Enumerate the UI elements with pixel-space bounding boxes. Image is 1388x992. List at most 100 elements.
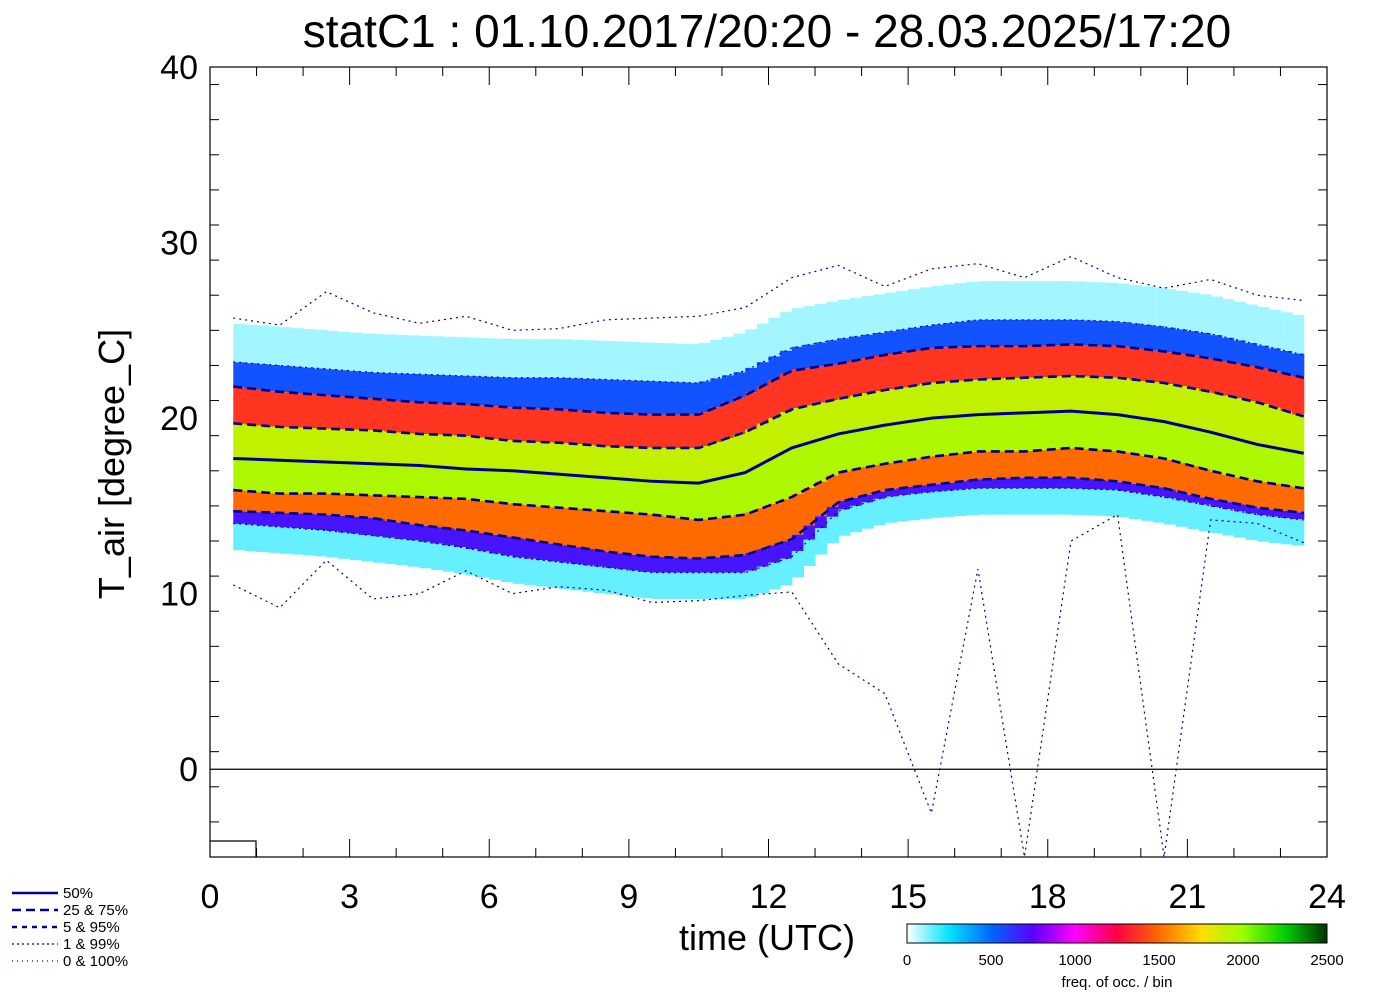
x-tick-label: 15	[889, 878, 927, 916]
heat-cell	[582, 378, 595, 412]
heat-cell	[337, 429, 351, 463]
heat-cell	[896, 352, 909, 388]
heat-cell	[1164, 460, 1177, 490]
heat-cell	[431, 543, 444, 570]
heat-cell	[326, 428, 339, 463]
heat-cell	[1024, 412, 1037, 452]
heat-cell	[547, 507, 560, 544]
heat-cell	[268, 460, 281, 494]
heat-cell	[1012, 413, 1026, 452]
heat-cell	[628, 479, 642, 514]
heat-cell	[943, 381, 956, 417]
heat-cell	[535, 442, 549, 473]
heat-cell	[1024, 345, 1037, 378]
heat-cell	[1071, 376, 1084, 412]
heat-cell	[989, 451, 1002, 479]
series-p1-line	[233, 487, 1304, 574]
heat-cell	[1129, 348, 1142, 380]
heat-cell	[1001, 319, 1014, 347]
heat-cell	[873, 391, 886, 427]
heat-cell	[559, 443, 572, 475]
heat-cell	[838, 471, 851, 501]
heat-cell	[582, 548, 595, 566]
heat-cell	[628, 413, 642, 448]
heat-cell	[803, 368, 816, 406]
heat-cell	[1047, 319, 1060, 346]
heat-cell	[803, 442, 816, 488]
heat-cell	[1164, 422, 1177, 461]
heat-cell	[1233, 511, 1247, 538]
heat-cell	[559, 508, 572, 546]
heat-cell	[1280, 350, 1293, 374]
heat-cell	[407, 465, 421, 497]
heat-cell	[489, 406, 502, 439]
heat-cell	[919, 418, 932, 458]
heat-cell	[733, 434, 746, 474]
heat-cell	[349, 397, 362, 430]
heat-cell	[1036, 477, 1049, 489]
heat-cell	[1292, 353, 1305, 377]
heat-cell	[1024, 451, 1037, 478]
heat-cell	[233, 458, 246, 491]
heat-cell	[1071, 448, 1084, 479]
heat-cell	[477, 338, 490, 377]
heat-cell	[407, 433, 421, 466]
heat-cell	[465, 436, 479, 470]
heat-cell	[675, 343, 688, 383]
heat-cell	[943, 284, 956, 324]
heat-cell	[349, 332, 362, 372]
heat-cell	[244, 388, 258, 425]
heat-cell	[849, 430, 863, 470]
heat-cell	[873, 491, 886, 499]
heat-cell	[1105, 345, 1119, 378]
colorbar-tick-label: 1000	[1058, 952, 1091, 969]
heat-cell	[1210, 335, 1223, 360]
heat-cell	[1199, 430, 1212, 470]
heat-cell	[826, 340, 839, 365]
heat-cell	[826, 301, 839, 341]
heat-cell	[1292, 376, 1305, 415]
heat-cell	[640, 571, 653, 599]
heat-cell	[337, 370, 351, 397]
heat-cell	[454, 529, 467, 548]
heat-cell	[1210, 393, 1223, 434]
heat-cell	[1071, 411, 1084, 449]
heat-cell	[431, 434, 444, 467]
heat-cell	[291, 460, 304, 494]
heat-cell	[826, 506, 839, 517]
heat-cell	[966, 281, 979, 321]
heat-cell	[663, 557, 677, 573]
heat-cell	[524, 558, 537, 586]
heat-cell	[1047, 281, 1060, 320]
heat-cell	[1036, 488, 1049, 515]
heat-cell	[605, 413, 618, 447]
heat-cell	[454, 547, 467, 574]
heat-cell	[1152, 326, 1165, 351]
heat-cell	[535, 541, 549, 561]
heat-cell	[861, 393, 874, 429]
heat-cell	[977, 479, 991, 489]
heat-cell	[896, 387, 909, 423]
heat-cell	[431, 374, 444, 403]
heat-cell	[1175, 329, 1188, 355]
heat-cell	[977, 414, 991, 452]
heat-cell	[617, 479, 630, 513]
frequency-heatmap	[233, 281, 1305, 599]
heat-cell	[733, 473, 746, 516]
heat-cell	[268, 426, 281, 461]
heat-cell	[1187, 428, 1200, 467]
heat-cell	[465, 531, 479, 550]
heat-cell	[1059, 319, 1072, 345]
heat-cell	[1280, 373, 1293, 412]
heat-cell	[512, 377, 525, 408]
heat-cell	[384, 431, 397, 465]
heat-cell	[954, 346, 967, 381]
heat-cell	[465, 549, 479, 576]
heat-cell	[652, 557, 665, 573]
heat-cell	[570, 547, 583, 565]
heat-cell	[1257, 368, 1270, 405]
heat-cell	[547, 409, 560, 443]
heat-cell	[838, 362, 851, 398]
heat-cell	[908, 493, 921, 521]
heat-cell	[559, 545, 572, 563]
